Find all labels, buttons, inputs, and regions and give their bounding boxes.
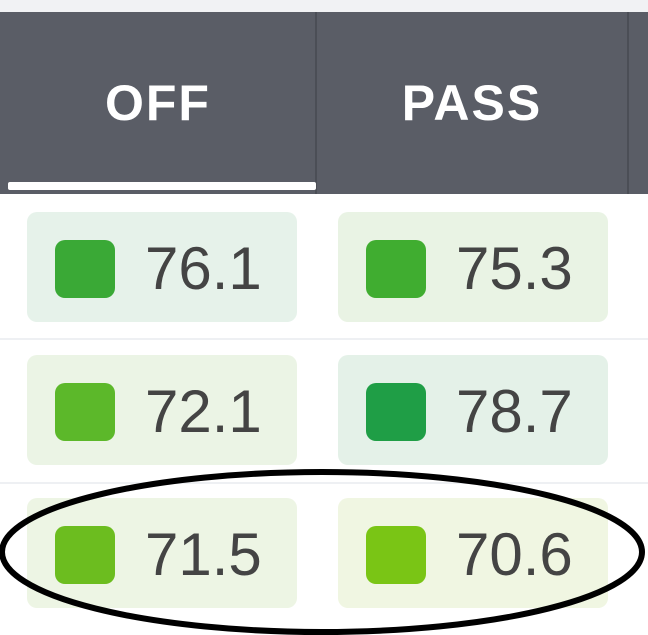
grade-cell: 76.1 — [27, 212, 297, 322]
column-divider — [315, 12, 317, 194]
grade-indicator — [55, 526, 115, 584]
highlight-ellipse — [0, 469, 645, 635]
column-divider — [627, 12, 629, 194]
header-bar — [0, 12, 648, 194]
grade: 70.6 — [456, 521, 573, 588]
grade-indicator — [55, 240, 115, 298]
column-tab[interactable]: PASS — [401, 75, 543, 131]
grade: 76.1 — [145, 235, 262, 302]
grade-cell: 71.5 — [27, 498, 297, 608]
grade-cell: 70.6 — [338, 498, 608, 608]
grade-cell: 78.7 — [338, 355, 608, 465]
grade-cell: 75.3 — [338, 212, 608, 322]
grade-indicator — [366, 526, 426, 584]
active-tab-underline — [8, 182, 316, 190]
grade-indicator — [366, 240, 426, 298]
grade: 78.7 — [456, 378, 573, 445]
grade: 75.3 — [456, 235, 573, 302]
row-divider — [0, 338, 648, 340]
grade: 72.1 — [145, 378, 262, 445]
top-strip — [0, 0, 648, 12]
grade: 71.5 — [145, 521, 262, 588]
row-divider — [0, 482, 648, 484]
grade-cell: 72.1 — [27, 355, 297, 465]
column-tab[interactable]: OFF — [105, 75, 211, 131]
grade-indicator — [55, 383, 115, 441]
grade-indicator — [366, 383, 426, 441]
